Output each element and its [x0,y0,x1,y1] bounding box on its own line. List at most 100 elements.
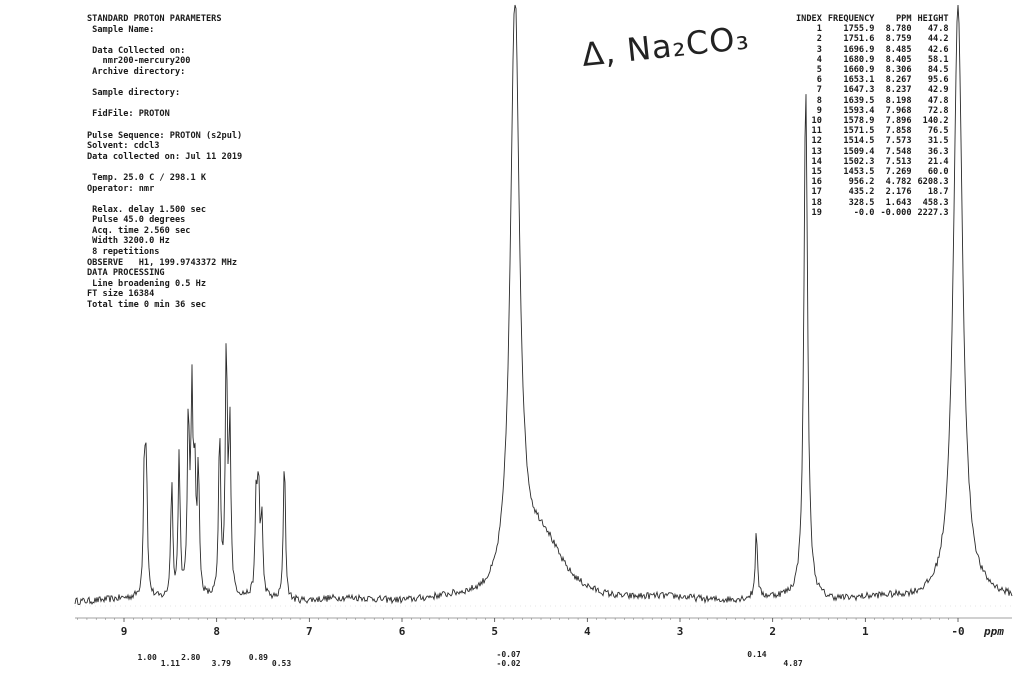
peak-index: 6 [816,75,822,86]
peak-frequency: 435.2 [848,187,875,198]
peak-height: 140.2 [922,116,949,127]
parameter-line: FT size 16384 [87,289,155,300]
peak-table-row: 6 1653.1 8.267 95.6 [793,75,952,85]
peak-frequency: 1680.9 [843,54,875,65]
x-tick-label: 2 [769,625,776,638]
peak-index: 13 [811,146,822,157]
peak-table-row: 8 1639.5 8.198 47.8 [793,96,952,106]
peak-height: 6208.3 [917,177,949,188]
integral-label: 0.89 [249,653,268,662]
spectrum-trace [74,4,1013,605]
peak-height: 84.5 [927,65,949,76]
peak-ppm: 7.896 [885,116,912,127]
parameters-lines: Sample Name: Data Collected on: nmr200-m… [87,25,242,311]
peak-height: 42.6 [927,44,949,55]
x-tick-label: 3 [677,625,684,638]
parameters-header: STANDARD PROTON PARAMETERS [87,14,222,24]
peak-height: 458.3 [922,197,949,208]
peak-height: 36.3 [927,146,949,157]
peak-table: INDEX FREQUENCY PPM HEIGHT 1 1755.9 8.780 4… [793,14,952,218]
peak-frequency: 1660.9 [843,65,875,76]
peak-height: 42.9 [927,85,949,96]
peak-height: 2227.3 [917,207,949,218]
x-tick-label: 7 [306,625,313,638]
x-axis-ticks [77,618,959,622]
peak-index: 4 [816,54,822,65]
integral-label: 4.87 [783,659,802,668]
peak-table-row: 12 1514.5 7.573 31.5 [793,136,952,146]
peak-table-row: 9 1593.4 7.968 72.8 [793,106,952,116]
parameter-line: Acq. time 2.560 sec [87,225,191,236]
peak-frequency: 1453.5 [843,167,875,178]
acquisition-parameters: STANDARD PROTON PARAMETERS Sample Name: … [87,14,242,311]
peak-ppm: 7.269 [885,167,912,178]
peak-ppm: 8.237 [885,85,912,96]
peak-frequency: 1639.5 [843,95,875,106]
peak-table-row: 3 1696.9 8.485 42.6 [793,45,952,55]
peak-frequency: 1755.9 [843,24,875,35]
parameter-line: Relax. delay 1.500 sec [87,204,206,215]
peak-frequency: 956.2 [848,177,875,188]
peak-index: 18 [811,197,822,208]
peak-height: 47.8 [927,95,949,106]
peak-ppm: 8.198 [885,95,912,106]
x-tick-label: 5 [491,625,498,638]
peak-table-row: 18 328.5 1.643 458.3 [793,198,952,208]
parameter-line: Pulse 45.0 degrees [87,215,186,226]
parameter-line: Sample Name: [87,24,155,35]
peak-index: 3 [816,44,822,55]
peak-frequency: 1593.4 [843,105,875,116]
parameter-line: Data collected on: Jul 11 2019 [87,151,243,162]
integral-label: 2.80 [181,653,200,662]
peak-table-body: 1 1755.9 8.780 47.8 2 1751.6 8.759 44.2 3 1696.9 8… [793,24,952,218]
peak-ppm: 8.267 [885,75,912,86]
integral-label: 1.00 [138,653,157,662]
x-tick-label: 8 [213,625,220,638]
peak-table-row: 5 1660.9 8.306 84.5 [793,65,952,75]
peak-frequency: 1509.4 [843,146,875,157]
peak-frequency: 1647.3 [843,85,875,96]
peak-ppm: -0.000 [880,207,912,218]
peak-table-row: 11 1571.5 7.858 76.5 [793,126,952,136]
peak-frequency: 1653.1 [843,75,875,86]
parameter-line: 8 repetitions [87,247,160,258]
peak-ppm: 1.643 [885,197,912,208]
peak-height: 47.8 [927,24,949,35]
index-header: INDEX [796,14,822,24]
peak-height: 95.6 [927,75,949,86]
peak-index: 10 [811,116,822,127]
peak-table-row: 1 1755.9 8.780 47.8 [793,24,952,34]
parameter-line: FidFile: PROTON [87,109,170,120]
peak-height: 58.1 [927,54,949,65]
peak-index: 8 [816,95,822,106]
height-header: HEIGHT [917,14,949,24]
peak-table-header: INDEX FREQUENCY PPM HEIGHT [793,14,952,24]
peak-table-row: 19 -0.0 -0.000 2227.3 [793,208,952,218]
peak-index: 11 [811,126,822,137]
integral-label: -0.07 [497,650,521,659]
peak-table-row: 7 1647.3 8.237 42.9 [793,85,952,95]
integral-label: 0.14 [747,650,766,659]
peak-index: 1 [816,24,822,35]
parameter-line: Temp. 25.0 C / 298.1 K [87,172,206,183]
x-axis-unit-label: ppm [983,625,1004,638]
frequency-header: FREQUENCY [827,14,875,24]
peak-table-row: 14 1502.3 7.513 21.4 [793,157,952,167]
peak-ppm: 8.306 [885,65,912,76]
peak-frequency: 1571.5 [843,126,875,137]
peak-frequency: -0.0 [853,207,875,218]
peak-index: 5 [816,65,822,76]
parameter-line: Width 3200.0 Hz [87,236,170,247]
peak-index: 2 [816,34,822,45]
parameter-line: Operator: nmr [87,183,155,194]
parameter-line: Sample directory: [87,88,181,99]
x-axis-tick-labels: 9 8 7 6 5 4 3 2 1 -0 [121,625,965,638]
peak-table-row: 17 435.2 2.176 18.7 [793,187,952,197]
peak-table-row: 15 1453.5 7.269 60.0 [793,167,952,177]
integral-label: 1.11 [161,659,180,668]
peak-index: 16 [811,177,822,188]
peak-height: 21.4 [927,156,949,167]
x-tick-label: 4 [584,625,591,638]
integral-label: 3.79 [212,659,231,668]
